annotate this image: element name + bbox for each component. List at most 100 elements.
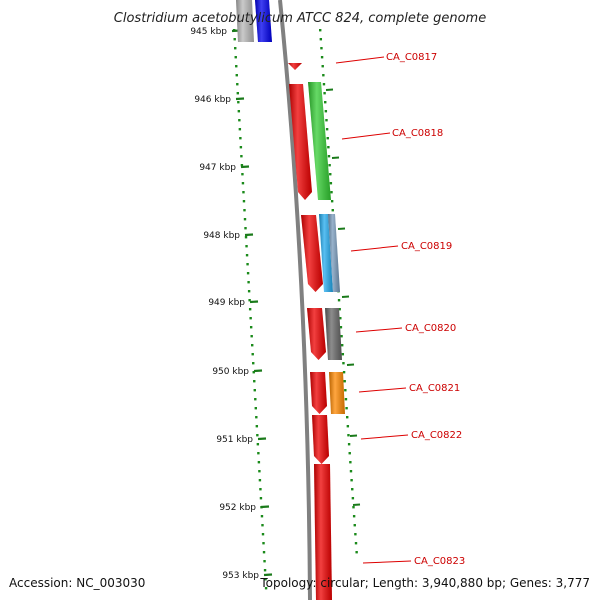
gene-ca-c0822-shading — [312, 415, 329, 464]
ring-dot — [257, 452, 260, 455]
gene-labels: CA_C0817 CA_C0818 CA_C0819 CA_C0820 CA_C0821… — [335, 52, 465, 567]
gene-label[interactable]: CA_C0817 — [386, 52, 437, 63]
gene-label-leader — [341, 132, 391, 140]
ring-dot — [320, 56, 324, 59]
gene-ca-c0818-shading — [289, 84, 312, 200]
ring-dot — [322, 83, 326, 86]
ring-dot — [344, 398, 348, 401]
outer-tick-mark — [352, 503, 361, 506]
ring-dot — [352, 506, 355, 509]
ring-dot — [246, 272, 250, 275]
ring-dot — [247, 281, 250, 284]
ring-dot — [250, 335, 253, 338]
feature-gray-top-shading — [236, 0, 254, 42]
tick-mark — [253, 369, 263, 373]
tick-mark — [240, 165, 250, 169]
gene-label[interactable]: CA_C0820 — [405, 323, 456, 334]
gene-ca-c0823-shading — [314, 464, 332, 600]
ring-dot — [263, 569, 267, 572]
ring-dot — [241, 182, 245, 185]
feature-blue-top-shading — [255, 0, 272, 42]
ring-dot — [346, 425, 350, 428]
outer-tick-mark — [341, 295, 350, 298]
ring-dot — [260, 515, 264, 518]
ring-dot — [343, 380, 346, 383]
ring-dot — [254, 407, 257, 410]
dotted-tick-rings — [233, 29, 358, 590]
ring-dot — [248, 299, 251, 302]
gene-ca-c0820-shading — [307, 308, 326, 360]
gene-label-leader — [360, 434, 409, 440]
outer-tick-mark — [331, 156, 340, 159]
ring-dot — [330, 200, 334, 203]
ring-dot — [235, 65, 238, 68]
tick-label: 953 kbp — [222, 571, 259, 581]
ring-dot — [251, 344, 254, 347]
gene-label[interactable]: CA_C0822 — [411, 430, 462, 441]
tick-label: 949 kbp — [208, 298, 245, 308]
ring-dot — [354, 533, 357, 536]
ring-dot — [325, 128, 329, 131]
gene-ca-c0821-shading — [310, 372, 327, 414]
ring-dot — [320, 47, 323, 50]
ring-dot — [248, 308, 252, 311]
ring-dot — [347, 434, 350, 437]
tick-label: 951 kbp — [216, 435, 253, 445]
gene-label[interactable]: CA_C0819 — [401, 241, 452, 252]
tick-mark — [235, 97, 245, 101]
ring-dot — [349, 461, 352, 464]
gene-label-leader — [362, 560, 412, 564]
ring-dot — [345, 407, 348, 410]
ring-dot — [324, 110, 328, 113]
ring-dot — [244, 227, 247, 230]
ring-dot — [341, 353, 345, 356]
gene-label[interactable]: CA_C0823 — [414, 556, 465, 567]
ring-dot — [324, 101, 327, 104]
ring-dot — [235, 74, 238, 77]
ring-dot — [253, 380, 256, 383]
gene-label[interactable]: CA_C0818 — [392, 128, 443, 139]
ring-dot — [344, 389, 347, 392]
ring-dot — [342, 371, 346, 374]
ring-dot — [261, 524, 264, 527]
ring-dot — [325, 119, 328, 122]
ring-dot — [352, 515, 356, 518]
ring-dot — [259, 488, 262, 491]
ring-dot — [323, 92, 326, 95]
tick-label: 946 kbp — [194, 95, 231, 105]
cog-ca-c0820-shading — [325, 308, 342, 360]
gene-ca-c0819-shading — [301, 215, 323, 292]
ring-dot — [327, 146, 330, 149]
ring-dot — [246, 263, 249, 266]
ring-dot — [255, 416, 258, 419]
ring-dot — [238, 128, 242, 131]
gene-label-leader — [358, 387, 407, 393]
outer-tick-mark — [349, 434, 358, 437]
ring-dot — [234, 56, 237, 59]
ring-dot — [259, 497, 263, 500]
ring-dot — [257, 461, 261, 464]
ring-dot — [262, 551, 266, 554]
ring-dot — [258, 470, 261, 473]
map-title: Clostridium acetobutylicum ATCC 824, com… — [114, 11, 486, 26]
ring-dot — [329, 173, 332, 176]
ring-dot — [253, 389, 256, 392]
ring-dot — [262, 542, 265, 545]
tick-label: 950 kbp — [212, 367, 249, 377]
gene-label[interactable]: CA_C0821 — [409, 383, 460, 394]
cog-ca-c0819-b-shading — [328, 214, 340, 292]
ring-dot — [241, 173, 244, 176]
ring-dot — [346, 416, 349, 419]
ring-dot — [249, 326, 253, 329]
ring-dot — [236, 83, 239, 86]
genome-backbone — [278, 0, 312, 600]
ring-dot — [319, 29, 322, 32]
ring-dot — [243, 209, 246, 212]
outer-tick-mark — [346, 363, 355, 366]
tick-mark — [263, 573, 273, 577]
gene-label-leader — [335, 56, 385, 64]
ring-dot — [242, 200, 246, 203]
ring-dot — [340, 335, 343, 338]
ring-dot — [233, 38, 236, 41]
